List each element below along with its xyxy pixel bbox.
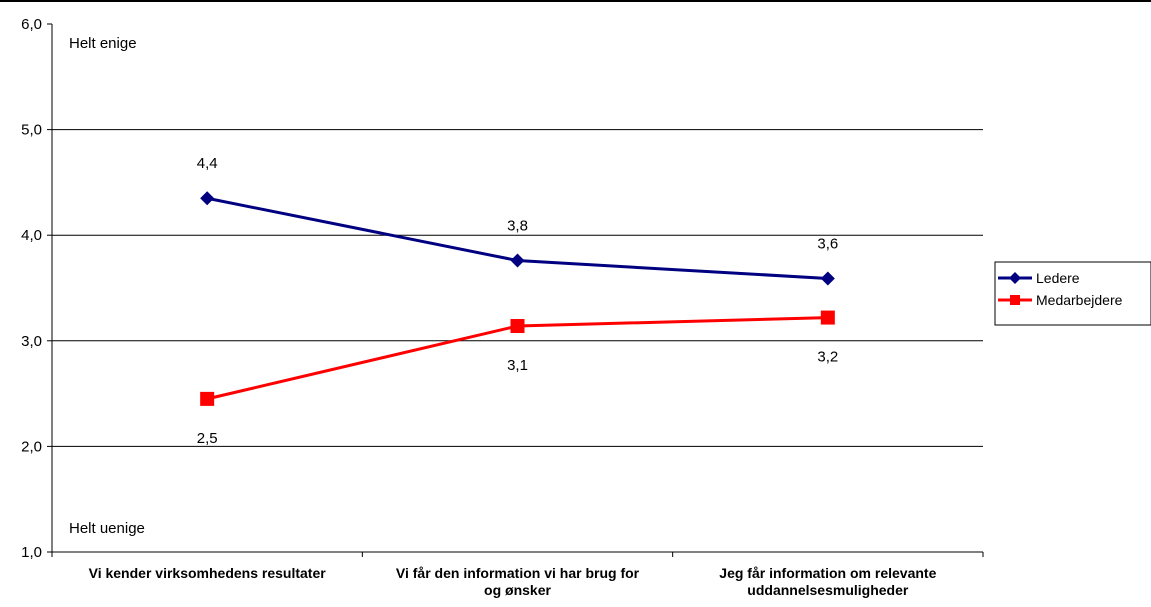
y-tick-label: 4,0 (21, 227, 42, 244)
data-label: 3,8 (507, 218, 528, 235)
data-point (510, 319, 525, 334)
data-label: 4,4 (197, 155, 218, 172)
data-label: 2,5 (197, 430, 218, 447)
data-point (820, 271, 835, 286)
legend-marker-medarbejdere (1010, 295, 1020, 305)
legend-label-medarbejdere: Medarbejdere (1036, 292, 1123, 308)
data-point (200, 391, 215, 406)
data-point (200, 191, 215, 206)
data-label: 3,1 (507, 357, 528, 374)
x-category-label: Jeg får information om relevante uddannel… (719, 565, 936, 598)
y-tick-label: 6,0 (21, 16, 42, 33)
y-tick-label: 5,0 (21, 122, 42, 139)
legend-label-ledere: Ledere (1036, 270, 1080, 286)
annotation-helt-enige: Helt enige (69, 35, 137, 52)
data-label: 3,6 (817, 235, 838, 252)
data-point (820, 310, 835, 325)
series-medarbejdere: 2,5 3,1 3,2 (197, 310, 838, 447)
legend-box (994, 261, 1151, 326)
y-tick-label: 3,0 (21, 333, 42, 350)
legend: Ledere Medarbejdere (994, 261, 1151, 326)
y-tick-label: 2,0 (21, 438, 42, 455)
data-point (510, 253, 525, 268)
series-ledere: 4,4 3,8 3,6 (197, 155, 838, 286)
data-label: 3,2 (817, 349, 838, 366)
x-category-label: Vi kender virksomhedens resultater (89, 565, 327, 581)
annotation-helt-uenige: Helt uenige (69, 520, 145, 537)
legend-marker-ledere (1009, 272, 1021, 284)
x-category-label: Vi får den information vi har brug for og… (396, 565, 640, 598)
y-tick-label: 1,0 (21, 544, 42, 561)
